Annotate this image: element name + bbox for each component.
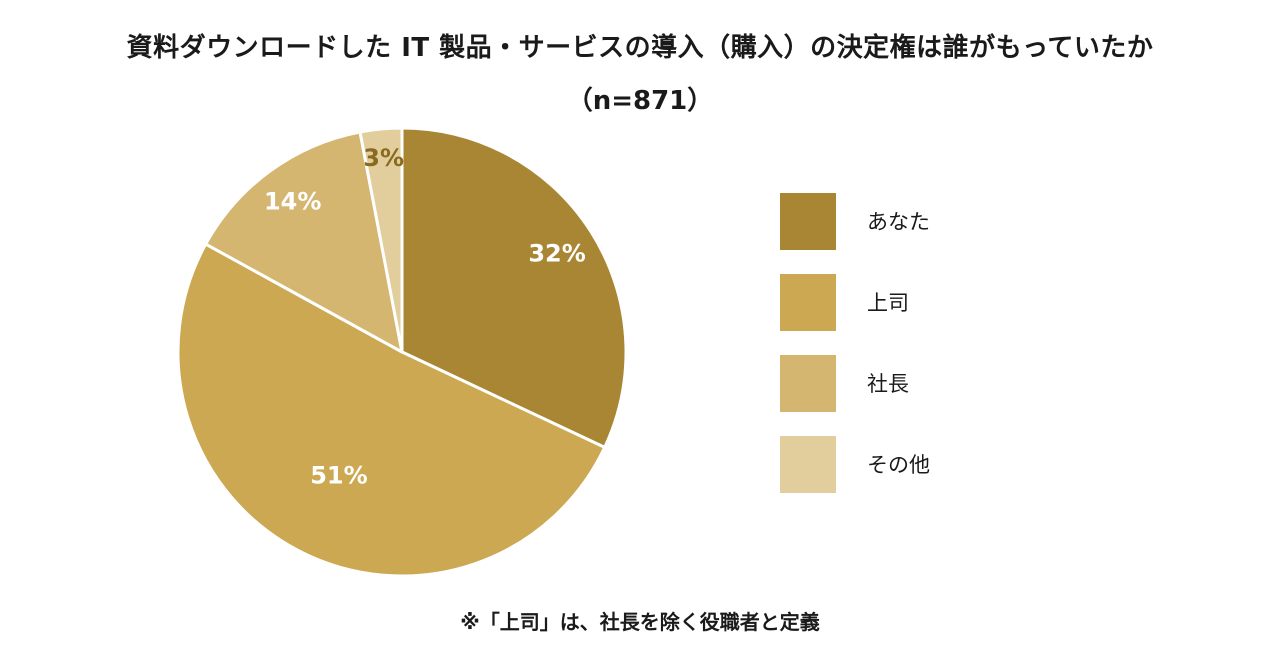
legend-label-anata: あなた bbox=[867, 209, 930, 234]
footnote: ※「上司」は、社長を除く役職者と定義 bbox=[460, 610, 820, 634]
pie-slice-sonota bbox=[358, 126, 404, 354]
legend-swatch-anata bbox=[780, 193, 836, 250]
legend-swatch-joushi bbox=[780, 274, 836, 331]
legend-swatch-sonota bbox=[780, 436, 836, 493]
pie-label-sonota: 3% bbox=[363, 144, 404, 172]
legend-label-shachou: 社長 bbox=[867, 371, 909, 396]
legend-item-shachou: 社長 bbox=[780, 355, 1040, 412]
legend-swatch-shachou bbox=[780, 355, 836, 412]
pie-label-joushi: 51% bbox=[310, 462, 367, 490]
legend-item-sonota: その他 bbox=[780, 436, 1040, 493]
pie-label-shachou: 14% bbox=[264, 188, 321, 216]
chart-title: 資料ダウンロードした IT 製品・サービスの導入（購入）の決定権は誰がもっていた… bbox=[126, 33, 1154, 63]
legend-label-joushi: 上司 bbox=[867, 290, 909, 315]
pie-label-anata: 32% bbox=[528, 240, 585, 268]
legend-item-joushi: 上司 bbox=[780, 274, 1040, 331]
legend-item-anata: あなた bbox=[780, 193, 1040, 250]
pie-slice-labels: 32% 51% 14% 3% bbox=[264, 144, 586, 490]
pie-slices bbox=[176, 126, 628, 578]
legend: あなた 上司 社長 その他 bbox=[780, 193, 1040, 517]
chart-subtitle: （n=871） bbox=[566, 86, 714, 116]
pie-slice-joushi bbox=[176, 242, 607, 578]
pie-slice-anata bbox=[400, 126, 628, 449]
legend-label-sonota: その他 bbox=[867, 452, 930, 477]
pie-slice-shachou bbox=[204, 130, 404, 354]
